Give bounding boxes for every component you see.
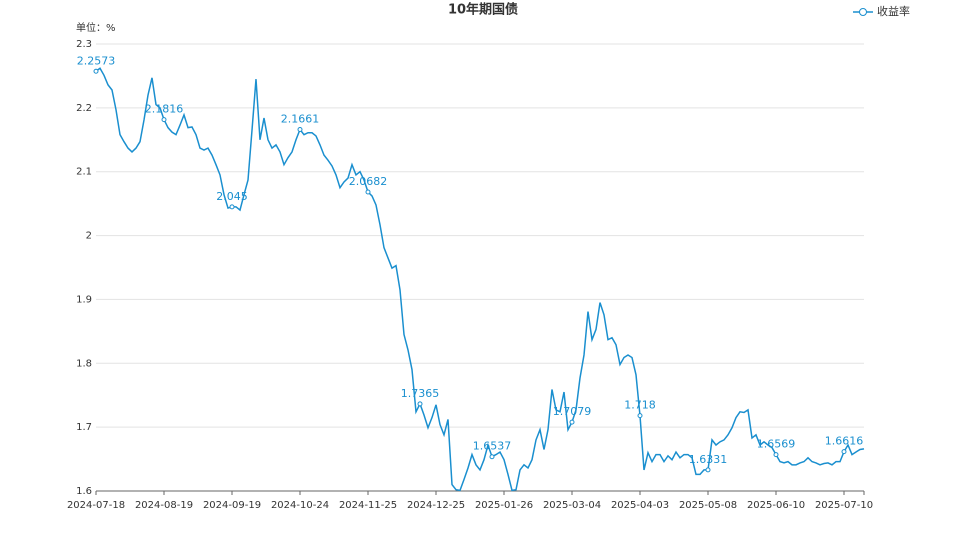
value-label: 1.7079: [553, 405, 592, 418]
value-label: 1.6537: [473, 440, 512, 453]
y-tick-label: 1.8: [76, 358, 92, 369]
y-tick-label: 1.9: [76, 294, 92, 305]
point-marker: [569, 419, 575, 425]
line: [95, 67, 865, 492]
value-label: 2.1661: [281, 113, 320, 126]
y-tick-label: 2: [86, 231, 92, 242]
x-tick-label: 2024-11-25: [339, 500, 397, 511]
value-label: 1.6616: [825, 435, 864, 448]
y-unit-label: 单位：%: [76, 21, 116, 34]
point-marker: [229, 204, 235, 210]
point-marker: [161, 117, 167, 123]
point-marker: [489, 454, 495, 460]
x-tick-label: 2025-05-08: [679, 500, 737, 511]
y-tick-label: 2.3: [76, 39, 92, 50]
point-marker: [773, 452, 779, 458]
point-marker: [297, 127, 303, 133]
y-tick-label: 2.1: [76, 167, 92, 178]
y-tick-label: 2.2: [76, 103, 92, 114]
x-tick-label: 2024-07-18: [67, 500, 125, 511]
x-tick-label: 2025-07-10: [815, 500, 873, 511]
legend-marker: [859, 8, 867, 16]
x-tick-label: 2024-08-19: [135, 500, 193, 511]
value-label: 2.045: [216, 190, 248, 203]
x-tick-label: 2024-12-25: [407, 500, 465, 511]
x-tick-label: 2025-03-04: [543, 500, 601, 511]
point-marker: [705, 467, 711, 473]
legend-label: 收益率: [877, 4, 910, 18]
value-label: 1.6331: [689, 453, 728, 466]
x-tick-label: 2024-09-19: [203, 500, 261, 511]
value-label: 1.718: [624, 399, 656, 412]
value-label: 2.0682: [349, 175, 388, 188]
point-marker: [93, 68, 99, 74]
point-marker: [841, 449, 847, 455]
point-marker: [365, 189, 371, 195]
y-tick-label: 1.6: [76, 486, 92, 497]
point-marker: [637, 413, 643, 419]
value-label: 2.1816: [145, 103, 184, 116]
x-tick-label: 2025-04-03: [611, 500, 669, 511]
value-label: 1.7365: [401, 387, 440, 400]
y-tick-label: 1.7: [76, 422, 92, 433]
chart-title: 10年期国债: [448, 2, 518, 18]
x-tick-label: 2024-10-24: [271, 500, 329, 511]
value-label: 1.6569: [757, 438, 796, 451]
x-tick-label: 2025-01-26: [475, 500, 533, 511]
value-label: 2.2573: [77, 54, 116, 67]
x-tick-label: 2025-06-10: [747, 500, 805, 511]
point-marker: [417, 401, 423, 407]
